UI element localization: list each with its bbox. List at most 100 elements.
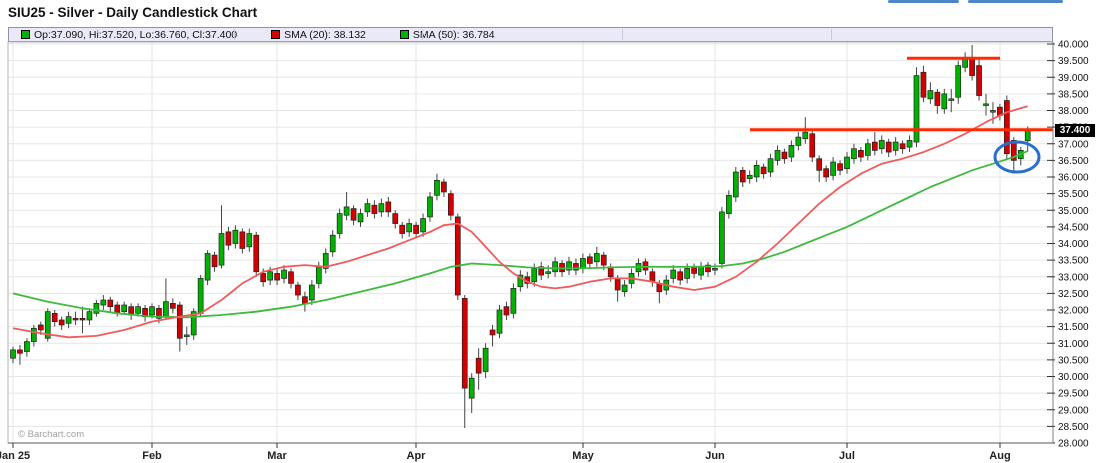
legend-item-sma20: SMA (20): 38.132	[271, 29, 366, 41]
candle-body	[955, 65, 962, 98]
candle-body	[65, 316, 72, 324]
candle-body	[350, 208, 357, 221]
candle-body	[100, 299, 107, 306]
candle-body	[267, 271, 273, 281]
candle-body	[274, 273, 280, 281]
x-tick-label: Aug	[989, 450, 1010, 462]
candle-body	[1024, 130, 1031, 142]
candle-body	[197, 278, 204, 314]
legend-divider	[422, 29, 423, 40]
candle-body	[371, 204, 378, 214]
candle-body	[441, 181, 447, 193]
candle-body	[51, 312, 58, 322]
candle-body	[753, 165, 760, 178]
candle-body	[246, 233, 253, 248]
top-cutoff-button-left[interactable]	[888, 0, 959, 3]
highlight-ellipse	[993, 140, 1041, 174]
sma50-line	[12, 150, 1029, 319]
candle-body	[795, 136, 802, 146]
candle-body	[844, 156, 850, 170]
candle-body	[448, 193, 454, 216]
y-tick-label: 32.500	[1058, 289, 1089, 300]
candle-body	[670, 269, 677, 279]
y-tick-label: 33.500	[1058, 256, 1089, 267]
y-tick-label: 33.000	[1058, 272, 1089, 283]
y-tick-label: 28.500	[1058, 422, 1089, 433]
candle-body	[31, 327, 37, 342]
x-tick-label: Feb	[142, 450, 162, 462]
candle-body	[288, 271, 294, 284]
chart-title: SIU25 - Silver - Daily Candlestick Chart	[8, 5, 258, 20]
candle-body	[489, 329, 496, 336]
candle-body	[725, 194, 732, 214]
candle-body	[58, 319, 65, 326]
candle-body	[295, 284, 301, 296]
y-tick-label: 28.000	[1058, 439, 1089, 450]
candle-body	[586, 256, 593, 264]
y-tick-label: 35.500	[1058, 189, 1089, 200]
sma20-swatch-icon	[271, 30, 281, 39]
top-cutoff-button-right[interactable]	[968, 0, 1063, 3]
candle-body	[183, 334, 190, 337]
candle-body	[871, 141, 878, 151]
legend-divider	[622, 29, 623, 40]
candle-body	[976, 65, 982, 96]
candle-body	[302, 296, 308, 304]
candle-body	[746, 174, 753, 180]
y-tick-label: 38.500	[1058, 89, 1089, 100]
candle-body	[225, 231, 232, 246]
candle-body	[218, 233, 225, 266]
ohlc-swatch-icon	[21, 30, 30, 39]
candle-body	[86, 311, 93, 321]
candle-body	[211, 254, 218, 268]
candle-body	[580, 258, 586, 269]
candle-body	[107, 299, 114, 308]
candle-body	[357, 213, 364, 223]
y-tick-label: 34.000	[1058, 239, 1089, 250]
watermark: © Barchart.com	[18, 429, 85, 440]
y-tick-label: 35.000	[1058, 206, 1089, 217]
y-tick-label: 37.000	[1058, 139, 1089, 150]
candle-body	[37, 324, 44, 331]
legend-ohlc-text: Op:37.090, Hi:37.520, Lo:36.760, Cl:37.4…	[34, 28, 238, 41]
candle-body	[816, 158, 823, 171]
candle-body	[788, 145, 795, 158]
y-tick-label: 32.000	[1058, 306, 1089, 317]
candle-body	[781, 151, 788, 160]
candle-body	[239, 231, 246, 249]
candle-body	[739, 170, 746, 183]
legend-divider	[831, 29, 832, 40]
candle-body	[364, 203, 371, 213]
y-tick-label: 29.000	[1058, 405, 1089, 416]
y-tick-label: 31.000	[1058, 339, 1089, 350]
sma50-swatch-icon	[399, 30, 409, 39]
candle-body	[135, 306, 141, 314]
candle-body	[309, 284, 315, 301]
candle-body	[482, 347, 489, 372]
candle-body	[913, 75, 920, 143]
candle-body	[336, 213, 343, 234]
y-tick-label: 36.000	[1058, 173, 1089, 184]
candle-body	[420, 218, 426, 233]
candle-body	[705, 264, 711, 273]
candle-body	[573, 263, 579, 271]
candle-body	[17, 349, 23, 354]
candle-body	[802, 131, 809, 140]
legend-item-sma50: SMA (50): 36.784	[399, 29, 495, 41]
candle-body	[552, 261, 558, 273]
candle-body	[677, 271, 684, 281]
candle-body	[44, 311, 51, 339]
y-tick-label: 30.500	[1058, 355, 1089, 366]
candle-body	[475, 357, 482, 374]
legend-item-ohlc: Op:37.090, Hi:37.520, Lo:36.760, Cl:37.4…	[21, 29, 237, 41]
candle-body	[93, 303, 100, 314]
y-tick-label: 29.500	[1058, 389, 1089, 400]
candle-body	[385, 201, 392, 213]
candle-body	[392, 213, 399, 224]
candle-body	[10, 349, 16, 359]
candle-body	[760, 166, 767, 175]
candle-body	[983, 103, 989, 106]
candle-body	[427, 196, 433, 218]
candle-body	[864, 143, 871, 156]
candle-body	[149, 306, 155, 316]
